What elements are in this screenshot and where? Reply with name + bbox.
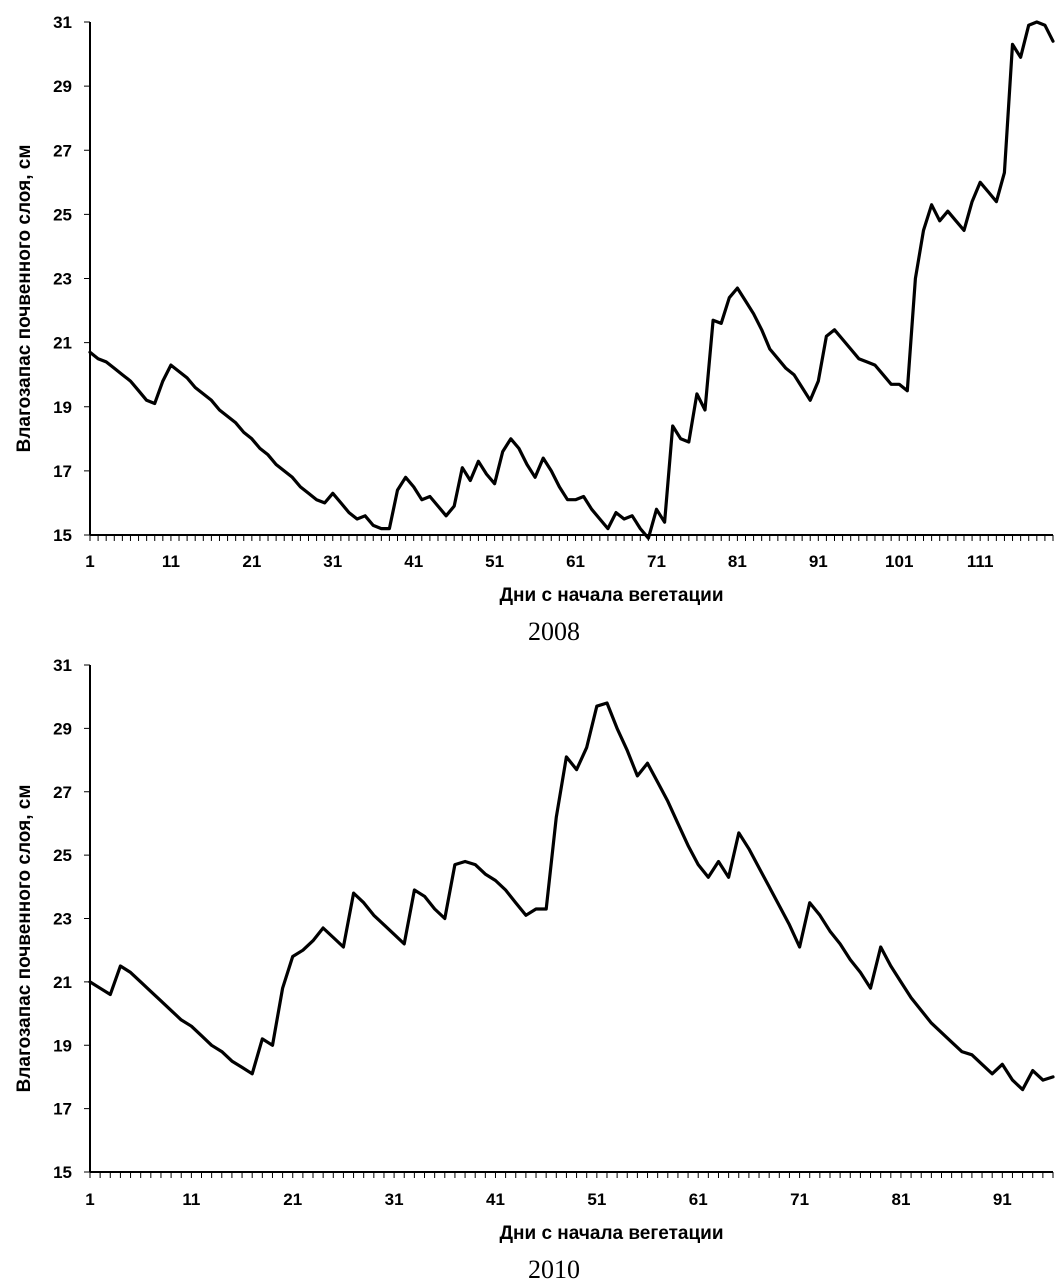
y-tick-label: 23 xyxy=(53,910,72,929)
x-tick-label: 51 xyxy=(587,1190,606,1209)
y-tick-label: 17 xyxy=(53,1100,72,1119)
chart-caption: 2010 xyxy=(528,1255,580,1284)
x-tick-label: 21 xyxy=(283,1190,302,1209)
x-tick-label: 81 xyxy=(891,1190,910,1209)
x-tick-label: 31 xyxy=(385,1190,404,1209)
x-tick-label: 41 xyxy=(404,552,423,571)
y-tick-label: 17 xyxy=(53,462,72,481)
x-axis-title: Дни с начала вегетации xyxy=(499,585,723,606)
x-tick-label: 1 xyxy=(85,1190,94,1209)
x-tick-label: 81 xyxy=(728,552,747,571)
x-tick-label: 101 xyxy=(885,552,913,571)
x-tick-label: 61 xyxy=(566,552,585,571)
y-tick-label: 29 xyxy=(53,719,72,738)
y-tick-label: 15 xyxy=(53,526,72,545)
y-axis-title: Влагозапас почвенного слоя, см xyxy=(14,145,35,453)
x-tick-label: 91 xyxy=(993,1190,1012,1209)
x-tick-label: 21 xyxy=(242,552,261,571)
y-tick-label: 25 xyxy=(53,205,72,224)
y-tick-label: 27 xyxy=(53,783,72,802)
y-tick-label: 31 xyxy=(53,656,72,675)
y-axis-title: Влагозапас почвенного слоя, см xyxy=(14,785,35,1093)
x-axis-title: Дни с начала вегетации xyxy=(499,1223,723,1244)
y-tick-label: 15 xyxy=(53,1163,72,1182)
series-line xyxy=(88,20,1055,540)
y-tick-label: 19 xyxy=(53,398,72,417)
x-tick-label: 61 xyxy=(689,1190,708,1209)
y-tick-label: 21 xyxy=(53,334,72,353)
x-tick-label: 71 xyxy=(790,1190,809,1209)
x-tick-label: 41 xyxy=(486,1190,505,1209)
x-tick-label: 11 xyxy=(162,552,180,571)
x-tick-label: 11 xyxy=(182,1190,200,1209)
x-tick-label: 71 xyxy=(647,552,666,571)
series-line xyxy=(88,701,1055,1092)
x-tick-label: 111 xyxy=(967,552,994,571)
x-tick-label: 31 xyxy=(323,552,342,571)
x-tick-label: 1 xyxy=(85,552,94,571)
y-tick-label: 23 xyxy=(53,270,72,289)
y-tick-label: 31 xyxy=(53,13,72,32)
y-tick-label: 27 xyxy=(53,141,72,160)
y-tick-label: 21 xyxy=(53,973,72,992)
y-tick-label: 19 xyxy=(53,1036,72,1055)
x-tick-label: 51 xyxy=(485,552,504,571)
y-tick-label: 25 xyxy=(53,846,72,865)
chart-caption: 2008 xyxy=(528,617,580,646)
y-tick-label: 29 xyxy=(53,77,72,96)
x-tick-label: 91 xyxy=(809,552,828,571)
